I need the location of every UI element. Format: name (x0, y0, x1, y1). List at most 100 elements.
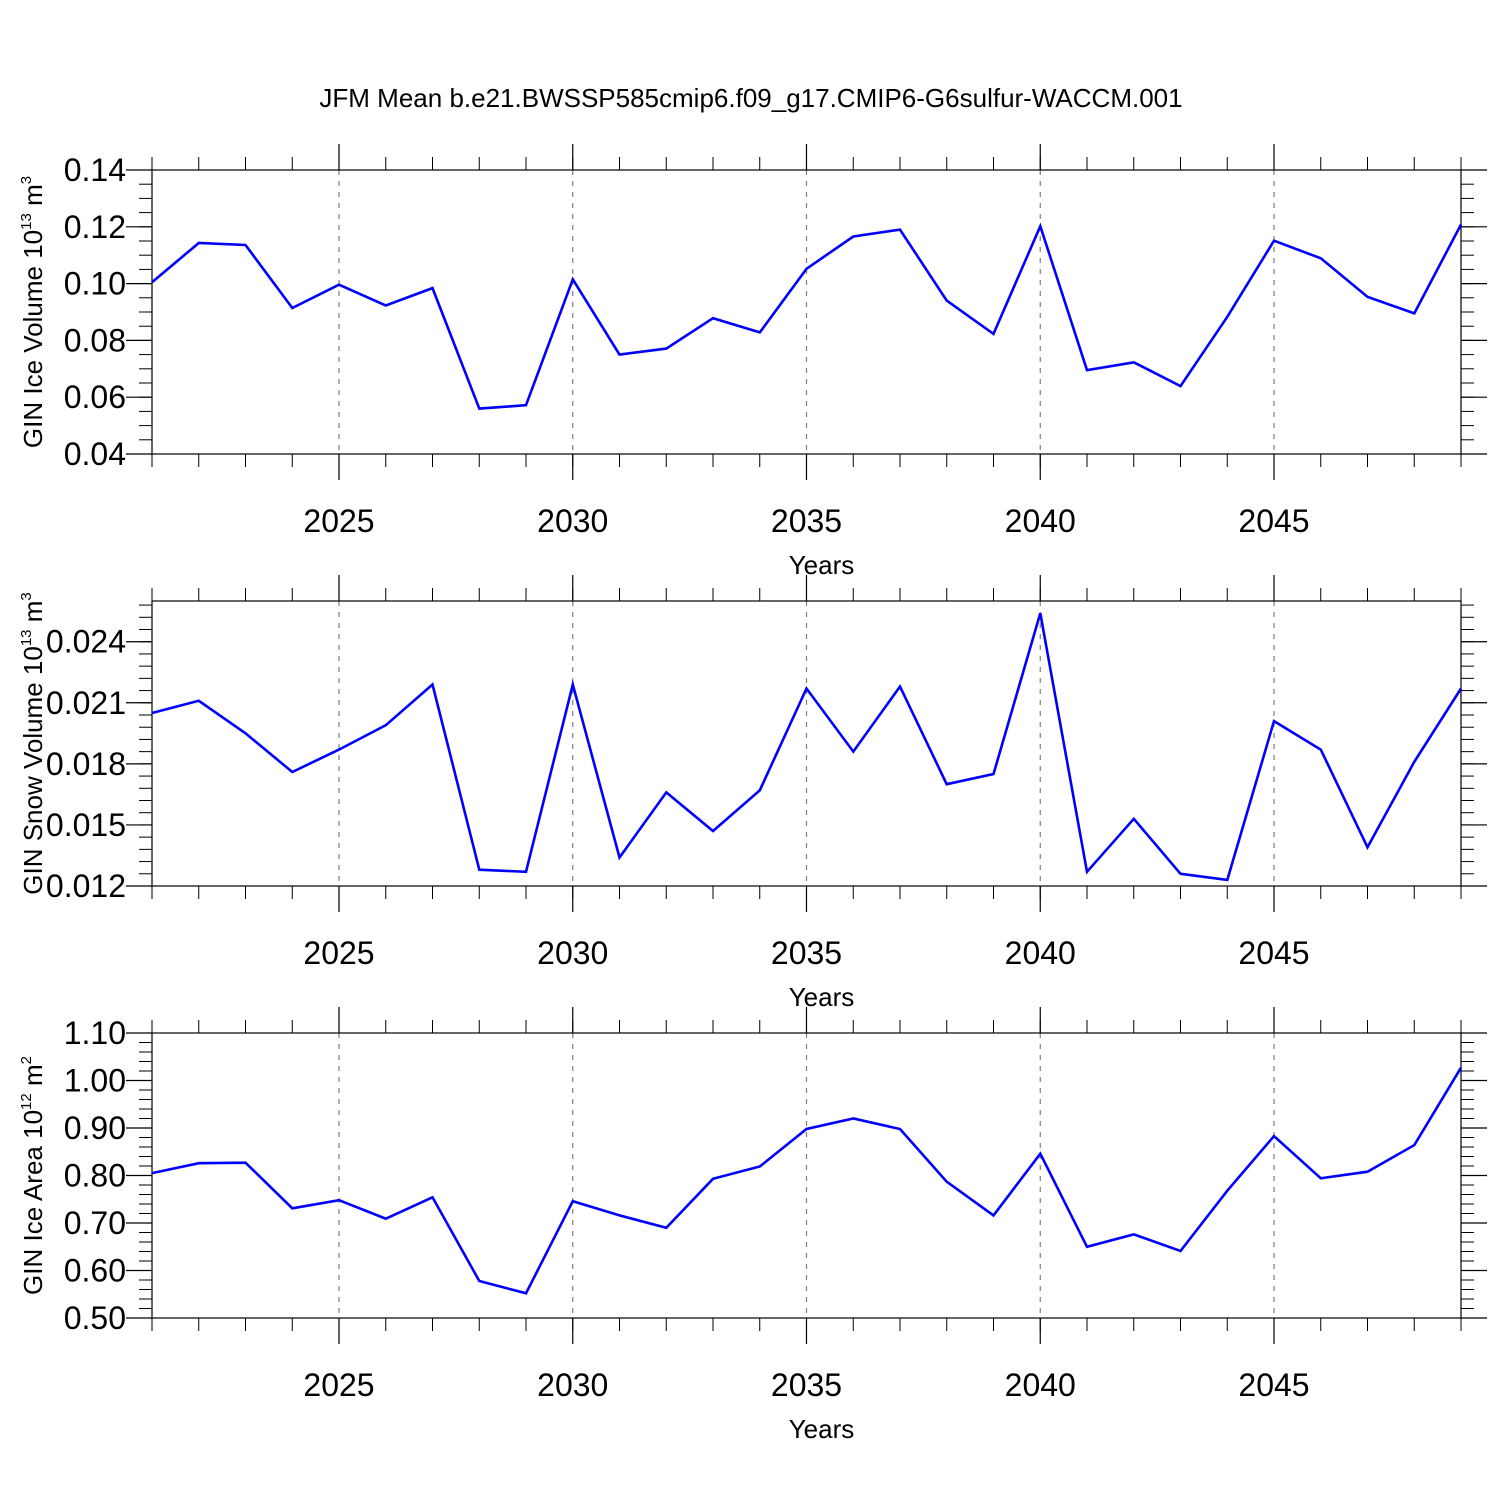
data-point (1132, 817, 1135, 820)
panel-3: 0.50 0.60 0.70 0.80 0.90 1.00 1.10 2025 2030 2035… (18, 1007, 1487, 1444)
data-point (244, 1161, 247, 1164)
data-point (618, 856, 621, 859)
data-point (1226, 878, 1229, 881)
data-point (1460, 687, 1463, 690)
data-point (525, 1292, 528, 1295)
x-axis-label: Years (789, 1414, 855, 1444)
y-tick-label: 0.012 (46, 868, 126, 904)
data-point (244, 243, 247, 246)
data-point (945, 299, 948, 302)
data-point (431, 287, 434, 290)
data-point (1086, 369, 1089, 372)
data-point (1366, 846, 1369, 849)
y-tick-label: 0.90 (64, 1110, 126, 1146)
series-line (151, 1067, 1463, 1295)
y-tick-label: 0.60 (64, 1253, 126, 1289)
y-tick-label: 0.08 (64, 322, 126, 358)
data-point (1179, 1250, 1182, 1253)
data-point (852, 1117, 855, 1120)
data-point (758, 789, 761, 792)
data-point (291, 1207, 294, 1210)
data-point (758, 331, 761, 334)
data-point (478, 407, 481, 410)
y-tick-label: 1.00 (64, 1063, 126, 1099)
data-point (899, 1127, 902, 1130)
chart-title: JFM Mean b.e21.BWSSP585cmip6.f09_g17.CMI… (319, 83, 1182, 113)
y-tick-label: 0.10 (64, 266, 126, 302)
data-point (1086, 870, 1089, 873)
data-point (1366, 1170, 1369, 1173)
data-point (384, 1217, 387, 1220)
data-point (899, 228, 902, 231)
data-point (1413, 312, 1416, 315)
y-tick-label: 0.14 (64, 152, 126, 188)
data-point (151, 711, 154, 714)
data-point (1179, 385, 1182, 388)
data-point (712, 1177, 715, 1180)
data-point (525, 404, 528, 407)
y-tick-label: 0.06 (64, 379, 126, 415)
data-point (945, 783, 948, 786)
data-point (1319, 1177, 1322, 1180)
data-point (805, 267, 808, 270)
data-point (431, 1196, 434, 1199)
data-point (852, 750, 855, 753)
panel-2: 0.012 0.015 0.018 0.021 0.024 2025 2030 2035 204… (18, 575, 1487, 1012)
chart-panels: 0.04 0.06 0.08 0.10 0.12 0.14 2025 2030 2035 2040… (18, 144, 1487, 1444)
x-tick-label: 2040 (1005, 503, 1076, 539)
x-tick-label: 2045 (1238, 935, 1309, 971)
data-point (1413, 760, 1416, 763)
data-point (1039, 225, 1042, 228)
x-tick-label: 2035 (771, 1367, 842, 1403)
data-point (1273, 720, 1276, 723)
data-point (197, 699, 200, 702)
data-point (1319, 748, 1322, 751)
x-axis-label: Years (789, 550, 855, 580)
data-point (712, 830, 715, 833)
data-point (992, 1214, 995, 1217)
data-point (338, 748, 341, 751)
data-point (571, 683, 574, 686)
y-tick-label: 0.70 (64, 1205, 126, 1241)
x-tick-label: 2030 (537, 935, 608, 971)
data-point (1132, 1233, 1135, 1236)
y-tick-label: 0.021 (46, 685, 126, 721)
data-point (805, 687, 808, 690)
x-tick-label: 2030 (537, 1367, 608, 1403)
data-point (1273, 1135, 1276, 1138)
data-point (992, 332, 995, 335)
x-axis-label: Years (789, 982, 855, 1012)
data-point (1039, 612, 1042, 615)
data-point (1086, 1245, 1089, 1248)
data-point (852, 235, 855, 238)
data-point (665, 347, 668, 350)
data-point (618, 1214, 621, 1217)
y-axis-label: GIN Snow Volume 1013 m3 (18, 592, 48, 895)
data-point (1039, 1152, 1042, 1155)
data-point (758, 1165, 761, 1168)
x-tick-label: 2030 (537, 503, 608, 539)
data-point (1226, 1189, 1229, 1192)
x-tick-label: 2045 (1238, 503, 1309, 539)
data-point (291, 307, 294, 310)
x-tick-label: 2035 (771, 503, 842, 539)
data-point (1273, 239, 1276, 242)
data-point (665, 791, 668, 794)
data-point (197, 1162, 200, 1165)
data-point (291, 771, 294, 774)
y-axis-label: GIN Ice Volume 1013 m3 (18, 176, 48, 448)
data-point (151, 281, 154, 284)
data-point (338, 1199, 341, 1202)
data-point (1413, 1144, 1416, 1147)
panel-1: 0.04 0.06 0.08 0.10 0.12 0.14 2025 2030 2035 2040… (18, 144, 1487, 580)
plot-frame (151, 169, 1462, 455)
data-point (805, 1127, 808, 1130)
data-point (1319, 257, 1322, 260)
data-point (525, 870, 528, 873)
data-point (1226, 315, 1229, 318)
y-tick-label: 1.10 (64, 1015, 126, 1051)
x-tick-label: 2040 (1005, 935, 1076, 971)
data-point (1132, 361, 1135, 364)
data-point (571, 278, 574, 281)
